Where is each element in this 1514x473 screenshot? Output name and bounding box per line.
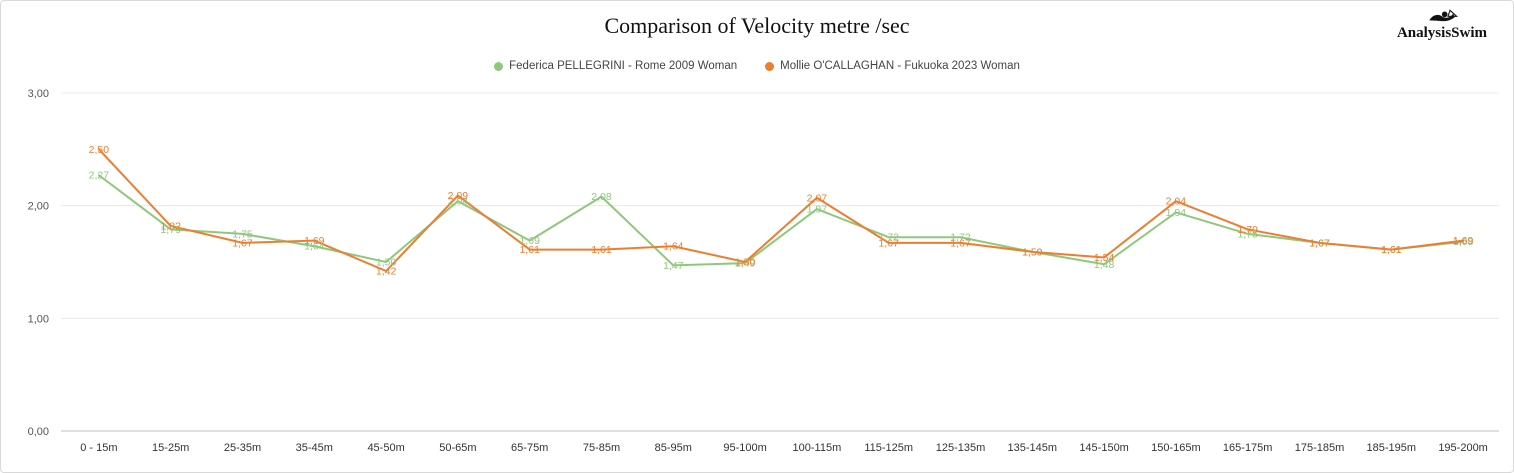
data-label-series-0: 1,97	[807, 204, 828, 216]
data-label-series-1: 1,67	[232, 237, 253, 249]
data-label-series-0: 1,68	[1453, 236, 1474, 248]
swimmer-icon	[1429, 9, 1459, 22]
data-label-series-0: 1,75	[232, 228, 253, 240]
data-label-series-1: 1,61	[519, 244, 540, 256]
x-tick-label: 185-195m	[1367, 442, 1417, 454]
data-label-series-1: 1,50	[735, 257, 756, 269]
legend-item-mollie[interactable]: Mollie O'CALLAGHAN - Fukuoka 2023 Woman	[765, 60, 1020, 72]
data-label-series-0: 1,67	[1309, 237, 1330, 249]
legend-dot-green	[494, 61, 504, 71]
data-label-series-0: 1,61	[1381, 244, 1402, 256]
legend-label: Mollie O'CALLAGHAN - Fukuoka 2023 Woman	[780, 60, 1020, 72]
y-tick-label: 3,00	[28, 88, 49, 100]
x-tick-label: 100-115m	[793, 442, 842, 454]
logo-text: AnalysisSwim	[1396, 25, 1487, 41]
data-label-series-1: 1,64	[663, 241, 684, 253]
x-tick-label: 125-135m	[936, 442, 986, 454]
data-label-series-0: 1,47	[663, 260, 684, 272]
x-tick-label: 135-145m	[1008, 442, 1058, 454]
y-tick-label: 0,00	[28, 426, 49, 438]
x-tick-label: 95-100m	[723, 442, 766, 454]
x-tick-label: 115-125m	[864, 442, 913, 454]
data-label-series-0: 1,50	[376, 257, 397, 269]
data-label-series-0: 1,64	[304, 241, 325, 253]
legend-label: Federica PELLEGRINI - Rome 2009 Woman	[509, 60, 738, 72]
data-label-series-1: 2,50	[89, 144, 110, 156]
x-tick-label: 25-35m	[224, 442, 261, 454]
data-label-series-0: 1,75	[1237, 228, 1258, 240]
data-label-series-1: 1,42	[376, 266, 397, 278]
data-label-series-1: 2,04	[1166, 196, 1187, 208]
chart-legend: Federica PELLEGRINI - Rome 2009 Woman Mo…	[1, 60, 1513, 72]
x-tick-label: 150-165m	[1151, 442, 1201, 454]
x-tick-label: 175-185m	[1295, 442, 1345, 454]
data-label-series-1: 2,09	[448, 190, 469, 202]
x-tick-label: 195-200m	[1438, 442, 1488, 454]
data-label-series-0: 1,94	[1166, 207, 1187, 219]
data-label-series-1: 1,82	[160, 220, 181, 232]
x-tick-label: 165-175m	[1223, 442, 1273, 454]
data-label-series-1: 1,69	[304, 235, 325, 247]
y-tick-label: 2,00	[28, 201, 49, 213]
data-label-series-0: 1,79	[160, 224, 181, 236]
chart-title: Comparison of Velocity metre /sec	[604, 13, 910, 38]
data-label-series-0: 1,49	[735, 258, 756, 270]
data-label-series-1: 1,67	[950, 237, 971, 249]
data-label-series-0: 1,69	[519, 235, 540, 247]
data-label-series-0: 1,59	[1022, 246, 1043, 258]
analysisswim-logo: AnalysisSwim	[1397, 9, 1487, 41]
data-label-series-0: 1,72	[878, 232, 899, 244]
x-tick-label: 50-65m	[439, 442, 476, 454]
x-tick-label: 0 - 15m	[80, 442, 117, 454]
data-label-series-1: 1,79	[1237, 224, 1258, 236]
data-label-series-1: 1,59	[1022, 246, 1043, 258]
data-label-series-1: 1,54	[1094, 252, 1115, 264]
series-line-0	[97, 174, 1465, 267]
data-label-series-1: 2,07	[807, 192, 828, 204]
data-label-series-1: 1,61	[1381, 244, 1402, 256]
x-tick-label: 15-25m	[152, 442, 189, 454]
x-tick-label: 85-95m	[655, 442, 692, 454]
y-tick-label: 1,00	[28, 313, 49, 325]
data-label-series-1: 1,69	[1453, 235, 1474, 247]
x-tick-label: 75-85m	[583, 442, 620, 454]
data-label-series-1: 1,67	[878, 237, 899, 249]
data-label-series-1: 1,61	[591, 244, 612, 256]
data-label-series-1: 1,67	[1309, 237, 1330, 249]
data-label-series-0: 1,48	[1094, 259, 1115, 271]
data-label-series-0: 2,04	[448, 196, 469, 208]
x-tick-label: 45-50m	[367, 442, 404, 454]
data-label-series-0: 2,08	[591, 191, 612, 203]
series-line-1	[97, 148, 1465, 273]
x-tick-label: 65-75m	[511, 442, 548, 454]
data-label-series-0: 2,27	[89, 170, 110, 182]
data-label-series-0: 1,72	[950, 232, 971, 244]
x-tick-label: 145-150m	[1079, 442, 1129, 454]
legend-item-federica[interactable]: Federica PELLEGRINI - Rome 2009 Woman	[494, 60, 737, 72]
x-tick-label: 35-45m	[296, 442, 333, 454]
legend-dot-orange	[765, 61, 775, 71]
